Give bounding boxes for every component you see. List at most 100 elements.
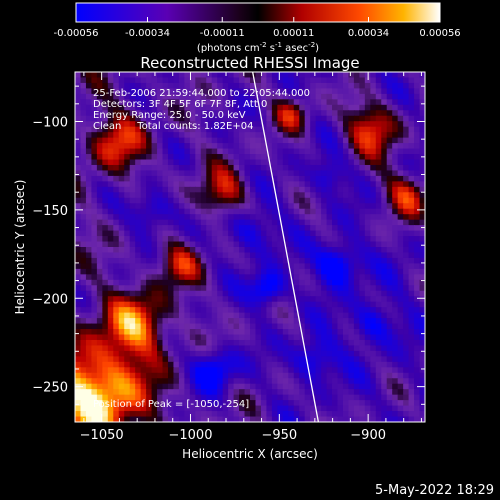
heatmap-cell bbox=[293, 268, 300, 275]
heatmap-cell bbox=[392, 137, 399, 144]
heatmap-cell bbox=[80, 126, 87, 133]
heatmap-cell bbox=[102, 154, 109, 161]
heatmap-cell bbox=[255, 203, 262, 210]
heatmap-cell bbox=[189, 115, 196, 122]
heatmap-cell bbox=[222, 93, 229, 100]
heatmap-cell bbox=[107, 383, 114, 390]
heatmap-cell bbox=[277, 312, 284, 319]
heatmap-cell bbox=[304, 383, 311, 390]
heatmap-cell bbox=[239, 132, 246, 139]
heatmap-cell bbox=[403, 186, 410, 193]
heatmap-cell bbox=[392, 361, 399, 368]
heatmap-cell bbox=[260, 372, 268, 379]
heatmap-cell bbox=[85, 208, 93, 215]
heatmap-cell bbox=[157, 268, 164, 275]
heatmap-cell bbox=[277, 257, 284, 265]
heatmap-cell bbox=[315, 72, 322, 79]
heatmap-cell bbox=[206, 411, 213, 418]
heatmap-cell bbox=[140, 372, 147, 379]
heatmap-cell bbox=[315, 356, 322, 363]
heatmap-cell bbox=[167, 121, 175, 128]
heatmap-cell bbox=[200, 93, 207, 100]
heatmap-cell bbox=[348, 268, 355, 275]
heatmap-cell bbox=[222, 214, 229, 221]
heatmap-cell bbox=[277, 175, 284, 182]
heatmap-cell bbox=[364, 225, 371, 232]
heatmap-cell bbox=[326, 88, 333, 95]
heatmap-cell bbox=[222, 241, 229, 248]
heatmap-cell bbox=[397, 268, 404, 275]
heatmap-cell bbox=[124, 389, 131, 396]
heatmap-cell bbox=[293, 400, 300, 407]
heatmap-cell bbox=[118, 274, 125, 281]
heatmap-cell bbox=[304, 154, 311, 161]
heatmap-cell bbox=[96, 225, 103, 232]
heatmap-cell bbox=[189, 296, 196, 303]
heatmap-cell bbox=[178, 99, 185, 106]
heatmap-cell bbox=[129, 329, 136, 336]
heatmap-cell bbox=[375, 219, 382, 226]
heatmap-cell bbox=[260, 143, 268, 150]
heatmap-cell bbox=[370, 170, 377, 177]
heatmap-cell bbox=[244, 372, 251, 379]
heatmap-cell bbox=[255, 132, 262, 139]
heatmap-cell bbox=[189, 148, 196, 155]
heatmap-cell bbox=[288, 72, 295, 79]
heatmap-cell bbox=[228, 203, 235, 210]
heatmap-cell bbox=[239, 268, 246, 275]
heatmap-cell bbox=[206, 263, 213, 270]
heatmap-cell bbox=[266, 93, 273, 100]
heatmap-cell bbox=[80, 121, 87, 128]
heatmap-cell bbox=[255, 334, 262, 341]
heatmap-cell bbox=[293, 296, 300, 303]
heatmap-cell bbox=[151, 307, 158, 314]
heatmap-cell bbox=[113, 115, 120, 122]
heatmap-cell bbox=[260, 285, 268, 292]
heatmap-cell bbox=[375, 323, 382, 330]
heatmap-cell bbox=[206, 378, 213, 385]
heatmap-cell bbox=[321, 252, 328, 259]
heatmap-cell bbox=[184, 203, 191, 210]
heatmap-cell bbox=[75, 247, 82, 254]
heatmap-cell bbox=[408, 175, 415, 182]
heatmap-cell bbox=[189, 339, 196, 347]
heatmap-cell bbox=[326, 72, 333, 79]
heatmap-cell bbox=[233, 121, 240, 128]
heatmap-cell bbox=[414, 290, 421, 297]
heatmap-cell bbox=[348, 137, 355, 144]
heatmap-cell bbox=[271, 126, 278, 133]
heatmap-cell bbox=[129, 203, 136, 210]
heatmap-cell bbox=[211, 104, 218, 111]
heatmap-cell bbox=[107, 361, 114, 368]
heatmap-cell bbox=[386, 268, 393, 275]
heatmap-cell bbox=[244, 225, 251, 232]
heatmap-cell bbox=[310, 230, 317, 237]
heatmap-cell bbox=[140, 219, 147, 226]
heatmap-cell bbox=[386, 241, 393, 248]
heatmap-cell bbox=[266, 312, 273, 319]
heatmap-cell bbox=[353, 372, 360, 379]
heatmap-cell bbox=[113, 367, 120, 374]
heatmap-cell bbox=[414, 164, 421, 172]
heatmap-cell bbox=[353, 159, 360, 166]
heatmap-cell bbox=[271, 241, 278, 248]
heatmap-cell bbox=[80, 252, 87, 259]
heatmap-cell bbox=[277, 170, 284, 177]
heatmap-cell bbox=[135, 394, 142, 401]
heatmap-cell bbox=[228, 126, 235, 133]
heatmap-cell bbox=[255, 197, 262, 204]
heatmap-cell bbox=[228, 263, 235, 270]
heatmap-cell bbox=[332, 241, 339, 248]
heatmap-cell bbox=[310, 82, 317, 90]
heatmap-cell bbox=[206, 225, 213, 232]
heatmap-cell bbox=[189, 350, 196, 357]
heatmap-cell bbox=[408, 132, 415, 139]
colorbar-tick-label: 0.00056 bbox=[419, 28, 460, 39]
heatmap-cell bbox=[282, 301, 289, 308]
heatmap-cell bbox=[408, 394, 415, 401]
heatmap-cell bbox=[195, 411, 202, 418]
heatmap-cell bbox=[397, 301, 404, 308]
heatmap-cell bbox=[244, 285, 251, 292]
heatmap-cell bbox=[370, 416, 377, 422]
heatmap-cell bbox=[91, 192, 98, 199]
